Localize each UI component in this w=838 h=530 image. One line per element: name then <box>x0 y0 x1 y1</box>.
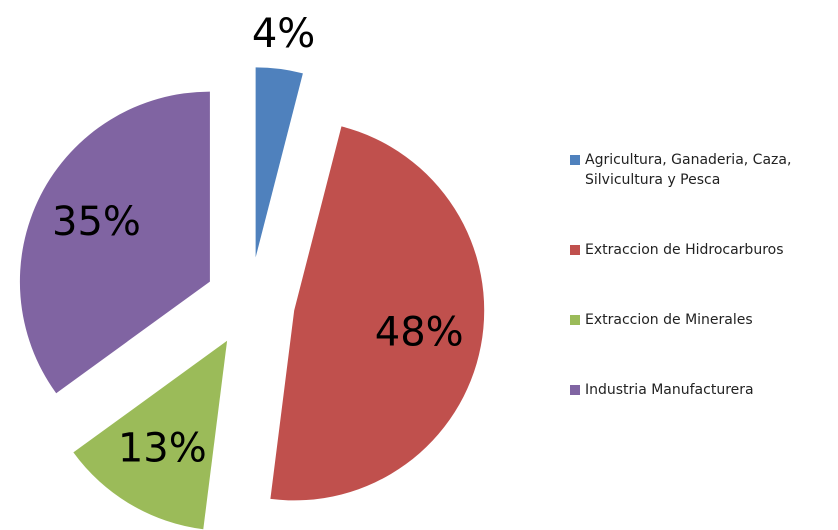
legend-label: Industria Manufacturera <box>585 382 754 398</box>
legend-item: Extraccion de Hidrocarburos <box>570 240 825 260</box>
legend-swatch <box>570 315 580 325</box>
legend-label: Agricultura, Ganaderia, Caza, Silvicultu… <box>585 152 792 188</box>
pie-slice <box>73 340 228 530</box>
data-label: 4% <box>252 11 315 57</box>
legend-label: Extraccion de Minerales <box>585 312 753 328</box>
legend-item: Extraccion de Minerales <box>570 310 825 330</box>
legend-swatch <box>570 385 580 395</box>
legend-swatch <box>570 245 580 255</box>
legend-item: Industria Manufacturera <box>570 380 825 400</box>
legend-item: Agricultura, Ganaderia, Caza, Silvicultu… <box>570 150 825 190</box>
legend-label: Extraccion de Hidrocarburos <box>585 242 784 258</box>
legend: Agricultura, Ganaderia, Caza, Silvicultu… <box>570 150 825 400</box>
pie-slice <box>19 91 210 394</box>
data-label: 35% <box>52 199 141 245</box>
data-label: 48% <box>375 309 464 355</box>
pie-slice <box>270 126 485 501</box>
pie-slice <box>255 67 303 258</box>
legend-swatch <box>570 155 580 165</box>
data-label: 13% <box>118 425 207 471</box>
